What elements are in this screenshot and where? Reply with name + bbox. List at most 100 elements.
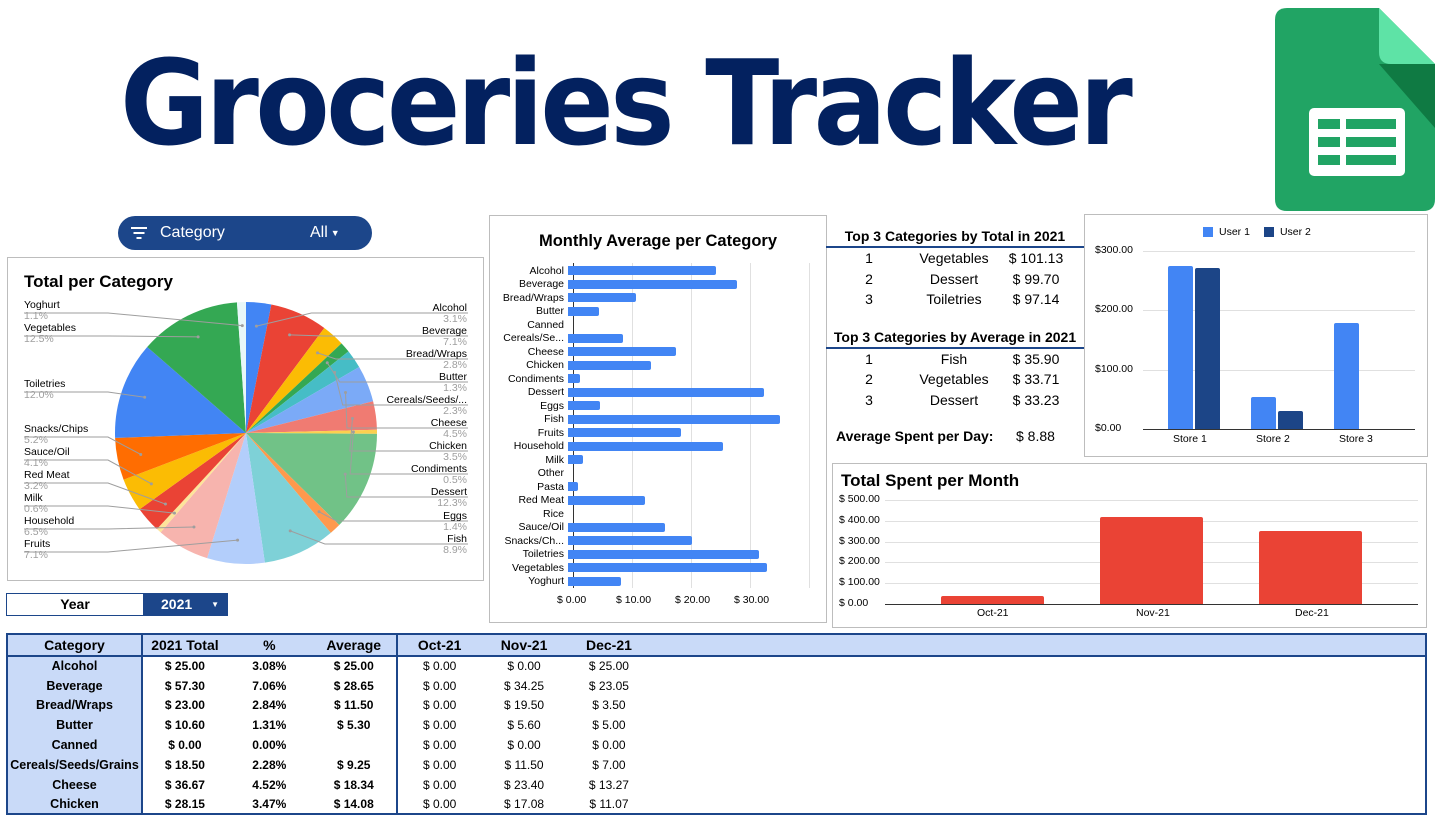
pie-slice[interactable] (246, 401, 377, 433)
month-cell[interactable]: $ 0.00 (422, 659, 457, 674)
bar[interactable] (568, 536, 693, 546)
percent-cell[interactable]: 1.31% (252, 718, 287, 733)
total-cell[interactable]: $ 10.60 (164, 718, 205, 733)
month-cell[interactable]: $ 0.00 (422, 757, 457, 772)
month-cell[interactable]: $ 0.00 (422, 678, 457, 693)
total-cell[interactable]: $ 18.50 (164, 757, 205, 772)
total-cell[interactable]: $ 36.67 (164, 777, 205, 792)
category-cell[interactable]: Cereals/Seeds/Grains (7, 754, 143, 775)
month-cell[interactable]: $ 0.00 (507, 738, 541, 753)
category-cell[interactable]: Butter (7, 715, 143, 736)
bar[interactable] (1168, 265, 1193, 429)
total-cell[interactable]: $ 0.00 (168, 738, 202, 753)
category-cell[interactable]: Alcohol (7, 656, 143, 676)
category-cell[interactable]: Cheese (7, 774, 143, 795)
bar[interactable] (568, 428, 682, 438)
bar[interactable] (568, 495, 645, 505)
month-cell[interactable]: $ 0.00 (422, 796, 457, 811)
average-cell[interactable]: $ 11.50 (311, 695, 398, 716)
pie-slice[interactable] (156, 433, 246, 533)
pie-slice[interactable] (246, 302, 272, 433)
month-cell[interactable]: $ 0.00 (422, 777, 457, 792)
bar[interactable] (568, 563, 767, 573)
bar[interactable] (568, 266, 716, 276)
month-cell[interactable]: $ 19.50 (504, 698, 545, 713)
pie-slice[interactable] (246, 433, 340, 533)
bar[interactable] (568, 360, 652, 370)
bar[interactable] (568, 306, 600, 316)
pie-slice[interactable] (246, 433, 377, 526)
pie-slice[interactable] (207, 433, 265, 564)
month-cell[interactable]: $ 34.25 (504, 678, 545, 693)
total-cell[interactable]: $ 23.00 (164, 698, 205, 713)
average-cell[interactable] (311, 735, 398, 755)
pie-slice[interactable] (147, 302, 246, 433)
pie-slice[interactable] (115, 346, 246, 438)
month-cell[interactable]: $ 0.00 (422, 698, 457, 713)
bar[interactable] (568, 522, 666, 532)
month-cell[interactable]: $ 0.00 (507, 659, 541, 674)
total-cell[interactable]: $ 25.00 (164, 659, 205, 674)
bar[interactable] (568, 293, 636, 303)
category-cell[interactable]: Beverage (7, 675, 143, 696)
column-header[interactable]: 2021 Total (141, 634, 227, 657)
column-header[interactable]: Nov-21 (481, 634, 567, 657)
bar[interactable] (568, 279, 738, 289)
bar[interactable] (568, 374, 580, 384)
pie-slice[interactable] (246, 343, 349, 433)
total-cell[interactable]: $ 57.30 (164, 678, 205, 693)
pie-slice[interactable] (246, 367, 374, 433)
column-header[interactable]: Average (311, 634, 398, 657)
category-cell[interactable]: Chicken (7, 794, 143, 815)
pie-slice[interactable] (246, 433, 331, 563)
month-cell[interactable]: $ 11.07 (589, 796, 629, 811)
bar[interactable] (568, 441, 723, 451)
category-cell[interactable]: Bread/Wraps (7, 695, 143, 716)
average-cell[interactable]: $ 18.34 (311, 774, 398, 795)
column-header[interactable]: % (226, 634, 312, 657)
month-cell[interactable]: $ 7.00 (592, 757, 626, 772)
bar[interactable] (568, 401, 601, 411)
bar[interactable] (568, 482, 579, 492)
month-cell[interactable]: $ 23.05 (588, 678, 629, 693)
month-cell[interactable]: $ 0.00 (422, 738, 457, 753)
bar[interactable] (568, 387, 765, 397)
bar[interactable] (1278, 410, 1303, 429)
month-cell[interactable]: $ 13.27 (588, 777, 629, 792)
bar[interactable] (1334, 323, 1359, 429)
pie-slice[interactable] (246, 351, 360, 433)
bar[interactable] (568, 414, 780, 424)
percent-cell[interactable]: 0.00% (252, 738, 287, 753)
pie-slice[interactable] (246, 304, 325, 433)
month-cell[interactable]: $ 11.50 (504, 757, 544, 772)
bar[interactable] (1251, 396, 1276, 429)
bar[interactable] (568, 549, 760, 559)
bar[interactable] (1195, 268, 1220, 429)
month-cell[interactable]: $ 0.00 (592, 738, 626, 753)
average-cell[interactable]: $ 25.00 (311, 656, 398, 676)
month-cell[interactable]: $ 17.08 (504, 796, 545, 811)
column-header[interactable]: Oct-21 (396, 634, 482, 657)
total-cell[interactable]: $ 28.15 (164, 796, 205, 811)
bar[interactable] (941, 596, 1044, 604)
column-header[interactable]: Category (7, 634, 143, 657)
pie-slice[interactable] (246, 429, 377, 434)
bar[interactable] (568, 333, 623, 343)
pie-slice[interactable] (123, 433, 246, 510)
month-cell[interactable]: $ 3.50 (592, 698, 626, 713)
month-cell[interactable]: $ 5.00 (592, 718, 626, 733)
bar[interactable] (568, 576, 622, 586)
category-cell[interactable]: Canned (7, 735, 143, 755)
pie-slice[interactable] (115, 433, 246, 480)
month-cell[interactable]: $ 5.60 (507, 718, 541, 733)
average-cell[interactable]: $ 14.08 (311, 794, 398, 815)
pie-slice[interactable] (236, 302, 246, 433)
month-cell[interactable]: $ 25.00 (588, 659, 629, 674)
year-selector[interactable]: Year 2021 ▼ (6, 593, 228, 616)
bar[interactable] (1100, 516, 1203, 604)
average-cell[interactable]: $ 5.30 (311, 715, 398, 736)
average-cell[interactable]: $ 28.65 (311, 675, 398, 696)
percent-cell[interactable]: 7.06% (252, 678, 287, 693)
year-dropdown[interactable]: 2021 ▼ (143, 594, 227, 615)
column-header[interactable]: Dec-21 (566, 634, 652, 657)
